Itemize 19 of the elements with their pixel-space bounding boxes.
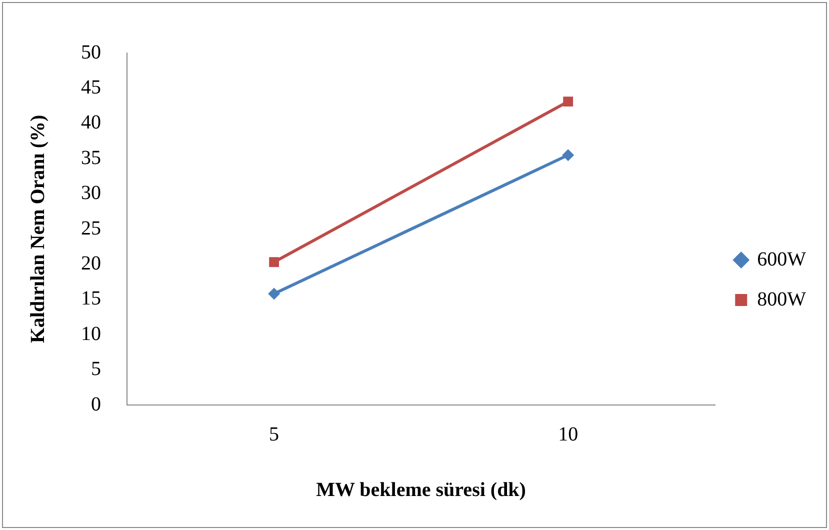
x-axis-title: MW bekleme süresi (dk) (316, 479, 526, 502)
point (269, 257, 279, 268)
legend-label: 800W (757, 288, 806, 310)
y-tick-label: 0 (91, 393, 101, 416)
y-tick-label: 45 (81, 76, 101, 98)
y-tick-label: 5 (91, 358, 101, 380)
y-tick-label: 50 (81, 41, 101, 64)
legend-label: 600W (757, 248, 806, 270)
point (268, 288, 280, 300)
point (563, 96, 574, 107)
y-axis-title: Kaldırılan Nem Oranı (%) (27, 114, 50, 344)
y-tick-label: 10 (81, 322, 101, 345)
y-tick-label: 15 (81, 288, 101, 310)
y-tick-label: 20 (81, 252, 101, 274)
y-tick-label: 30 (81, 182, 101, 204)
y-tick-label: 40 (81, 112, 101, 134)
y-tick-label: 35 (81, 146, 101, 169)
y-tick-label: 25 (81, 217, 101, 240)
point (562, 149, 574, 162)
